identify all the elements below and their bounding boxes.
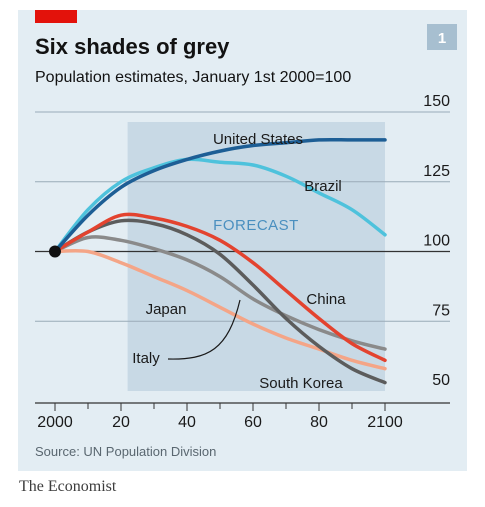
y-tick-label: 150 [423,93,450,110]
series-line-brazil [53,157,387,254]
chart-subtitle: Population estimates, January 1st 2000=1… [35,69,351,86]
start-point-marker [49,245,61,258]
chart-number-text: 1 [438,30,446,47]
forecast-label: FORECAST [213,217,299,234]
x-tick-label: 2100 [367,414,403,431]
y-tick-label: 50 [432,372,450,389]
series-label-united-states: United States [213,131,303,148]
line-chart: 1 Six shades of grey Population estimate… [18,10,467,471]
y-tick-label: 125 [423,163,450,180]
x-tick-label: 60 [244,414,262,431]
series-line-south-korea [53,218,387,385]
y-tick-label: 100 [423,233,450,250]
series-line-china [53,212,387,363]
x-tick-label: 40 [178,414,196,431]
chart-number-badge [427,24,457,50]
publisher-credit: The Economist [19,478,117,495]
y-tick-label: 75 [432,302,450,319]
series-line-united-states [53,137,387,254]
series-label-italy: Italy [132,350,160,367]
series-label-japan: Japan [146,301,187,318]
accent-bar [35,10,77,23]
series-label-south-korea: South Korea [259,375,343,392]
x-tick-label: 20 [112,414,130,431]
source-note: Source: UN Population Division [35,444,216,459]
x-tick-label: 2000 [37,414,73,431]
chart-title: Six shades of grey [35,34,230,59]
series-label-china: China [306,291,346,308]
series-line-italy [53,235,387,351]
x-tick-label: 80 [310,414,328,431]
italy-leader-line [167,299,241,360]
series-label-brazil: Brazil [304,178,342,195]
chart-panel: 1 Six shades of grey Population estimate… [18,10,467,471]
